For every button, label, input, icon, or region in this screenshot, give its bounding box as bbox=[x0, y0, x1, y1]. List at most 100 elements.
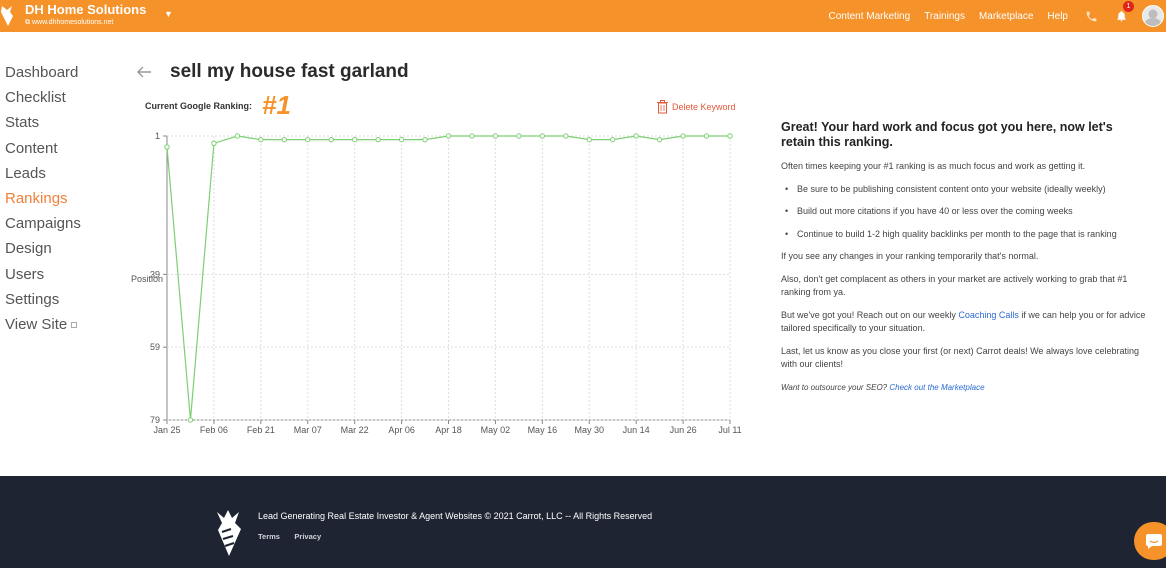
data-point bbox=[164, 144, 170, 150]
sidebar-item-view-site[interactable]: View Site bbox=[5, 312, 81, 337]
tips-list: Be sure to be publishing consistent cont… bbox=[781, 183, 1146, 242]
panel-help-note: But we've got you! Reach out on our week… bbox=[781, 309, 1146, 334]
data-point bbox=[422, 136, 428, 143]
x-tick-label: Mar 07 bbox=[294, 425, 322, 435]
bell-icon[interactable]: 1 bbox=[1112, 1, 1134, 25]
data-point bbox=[281, 136, 287, 143]
sidebar-item-label: View Site bbox=[5, 316, 68, 334]
external-link-icon bbox=[71, 322, 78, 329]
y-tick-label: 59 bbox=[150, 342, 160, 352]
data-point bbox=[727, 133, 733, 139]
x-tick-label: May 02 bbox=[481, 425, 511, 435]
ranking-advice-panel: Great! Your hard work and focus got you … bbox=[781, 120, 1146, 403]
sidebar-item-settings[interactable]: Settings bbox=[5, 290, 60, 308]
site-url: www.dhhomesolutions.net bbox=[31, 19, 114, 26]
top-nav: Content Marketing Trainings Marketplace … bbox=[828, 0, 1166, 32]
data-point bbox=[563, 133, 569, 139]
page-title: sell my house fast garland bbox=[170, 61, 409, 82]
x-tick-label: May 30 bbox=[574, 425, 604, 435]
data-point bbox=[610, 136, 616, 143]
y-tick-label: 1 bbox=[155, 131, 160, 141]
sidebar-item-stats[interactable]: Stats bbox=[5, 114, 40, 132]
data-point bbox=[211, 140, 217, 146]
link-icon: ⧉ bbox=[25, 19, 32, 26]
nav-marketplace[interactable]: Marketplace bbox=[978, 10, 1034, 22]
panel-complacent-note: Also, don't get complacent as others in … bbox=[781, 273, 1128, 298]
back-arrow-icon[interactable] bbox=[136, 64, 152, 80]
trash-icon bbox=[657, 100, 668, 114]
sidebar-item-design[interactable]: Design bbox=[5, 240, 52, 258]
top-bar: DH Home Solutions ⧉ www.dhhomesolutions.… bbox=[0, 0, 1166, 32]
carrot-logo-icon[interactable] bbox=[0, 4, 14, 28]
ranking-value: #1 bbox=[262, 90, 291, 120]
data-point bbox=[516, 133, 522, 139]
site-switcher-chevron-down-icon[interactable]: ▼ bbox=[164, 9, 173, 19]
list-item: Be sure to be publishing consistent cont… bbox=[781, 183, 1146, 197]
data-point bbox=[351, 136, 358, 143]
footer-link-terms[interactable]: Terms bbox=[258, 532, 280, 541]
data-point bbox=[187, 417, 194, 423]
y-tick-label: 39 bbox=[150, 269, 160, 279]
data-point bbox=[375, 136, 381, 143]
data-point bbox=[539, 133, 546, 139]
chat-launcher-button[interactable] bbox=[1134, 522, 1166, 560]
data-point bbox=[469, 133, 475, 139]
x-tick-label: Jul 11 bbox=[718, 425, 741, 435]
ranking-label: Current Google Ranking: bbox=[145, 101, 253, 111]
delete-keyword-button[interactable]: Delete Keyword bbox=[657, 100, 736, 114]
x-tick-label: May 16 bbox=[528, 425, 558, 435]
data-point bbox=[328, 136, 334, 143]
ranking-chart: 1 39 59 79 Position Jan 25 Feb 06 Feb 21 Mar 07 M… bbox=[131, 131, 742, 435]
x-tick-label: Mar 22 bbox=[341, 425, 369, 435]
sidebar-item-campaigns[interactable]: Campaigns bbox=[5, 215, 81, 233]
footer-links: Terms Privacy bbox=[258, 526, 331, 544]
data-point bbox=[680, 133, 686, 139]
data-point bbox=[258, 136, 264, 143]
data-point bbox=[656, 136, 663, 143]
sidebar-item-dashboard[interactable]: Dashboard bbox=[5, 64, 79, 81]
footer-link-privacy[interactable]: Privacy bbox=[294, 532, 322, 541]
x-tick-label: Apr 18 bbox=[435, 425, 462, 435]
chat-icon bbox=[1146, 533, 1162, 549]
data-point bbox=[305, 136, 311, 143]
data-point bbox=[445, 133, 452, 139]
brand[interactable]: DH Home Solutions ⧉ www.dhhomesolutions.… bbox=[25, 3, 146, 28]
x-tick-label: Apr 06 bbox=[388, 425, 415, 435]
phone-icon[interactable] bbox=[1082, 7, 1100, 25]
carrot-logo-icon bbox=[217, 510, 241, 556]
nav-help[interactable]: Help bbox=[1047, 10, 1068, 22]
marketplace-link[interactable]: Check out the Marketplace bbox=[889, 382, 985, 392]
footer-copyright: Lead Generating Real Estate Investor & A… bbox=[258, 511, 653, 521]
sidebar-item-rankings[interactable]: Rankings bbox=[5, 190, 68, 208]
panel-heading: Great! Your hard work and focus got you … bbox=[781, 120, 1113, 149]
list-item: Continue to build 1-2 high quality backl… bbox=[781, 228, 1146, 242]
y-tick-label: 79 bbox=[150, 415, 160, 425]
coaching-calls-link[interactable]: Coaching Calls bbox=[958, 309, 1019, 320]
site-name: DH Home Solutions bbox=[25, 2, 147, 17]
data-point bbox=[586, 136, 592, 143]
data-point bbox=[398, 136, 405, 143]
panel-last-note: Last, let us know as you close your firs… bbox=[781, 345, 1139, 370]
data-point bbox=[703, 133, 710, 139]
delete-keyword-label: Delete Keyword bbox=[672, 102, 736, 112]
sidebar-item-users[interactable]: Users bbox=[5, 265, 45, 283]
notification-badge: 1 bbox=[1123, 1, 1134, 12]
footer bbox=[0, 476, 1166, 568]
panel-changes-note: If you see any changes in your ranking t… bbox=[781, 251, 1039, 261]
sidebar: Dashboard Checklist Stats Content Leads … bbox=[5, 60, 81, 337]
sidebar-item-checklist[interactable]: Checklist bbox=[5, 89, 66, 107]
x-tick-label: Feb 06 bbox=[200, 425, 228, 435]
x-tick-label: Jun 14 bbox=[623, 425, 650, 435]
sidebar-item-content[interactable]: Content bbox=[5, 139, 58, 157]
list-item: Build out more citations if you have 40 … bbox=[781, 205, 1146, 219]
outsource-note: Want to outsource your SEO? Check out th… bbox=[781, 382, 985, 392]
sidebar-item-leads[interactable]: Leads bbox=[5, 164, 46, 182]
avatar[interactable] bbox=[1142, 5, 1164, 27]
x-tick-label: Jun 26 bbox=[670, 425, 697, 435]
data-point bbox=[492, 133, 499, 139]
y-axis-label: Position bbox=[131, 274, 163, 284]
nav-trainings[interactable]: Trainings bbox=[924, 10, 965, 22]
panel-intro: Often times keeping your #1 ranking is a… bbox=[781, 161, 1086, 171]
x-tick-label: Feb 21 bbox=[247, 425, 275, 435]
nav-content-marketing[interactable]: Content Marketing bbox=[828, 10, 911, 22]
